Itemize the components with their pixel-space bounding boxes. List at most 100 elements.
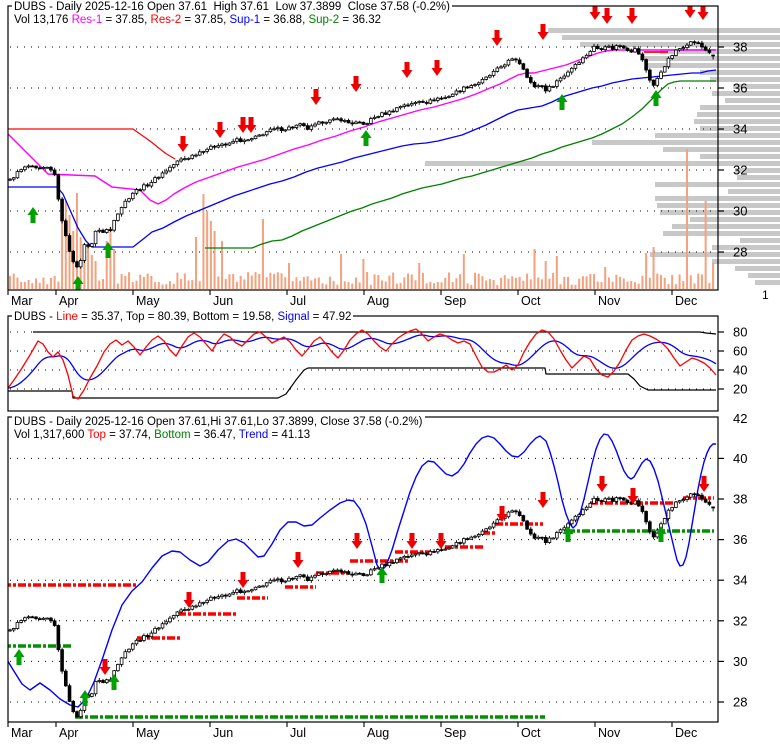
month-label: Nov: [598, 726, 621, 740]
candle-body: [238, 138, 243, 142]
volume-bar: [347, 282, 350, 289]
sell-signal-arrow-icon: [496, 506, 508, 522]
volume-bar: [563, 276, 566, 289]
candle-body: [302, 574, 306, 578]
candle-body: [443, 548, 448, 551]
buy-signal-arrow-icon: [376, 567, 388, 583]
candle-body: [34, 165, 38, 169]
volume-profile-bar: [755, 280, 780, 285]
candle-body: [703, 498, 708, 503]
candle-body: [246, 139, 250, 142]
candle-body: [116, 213, 120, 221]
volume-bar: [325, 284, 328, 289]
candle-body: [502, 64, 507, 68]
month-label: Apr: [59, 294, 78, 308]
volume-bar: [652, 247, 655, 289]
candle-body: [603, 46, 607, 51]
oscillator-panel-frame: [7, 315, 719, 412]
candle-body: [581, 509, 585, 515]
candle-body: [145, 184, 150, 187]
candle-body: [82, 244, 87, 261]
volume-bar: [373, 274, 376, 289]
candle-body: [473, 84, 477, 86]
candle-body: [264, 582, 269, 587]
candle-body: [402, 104, 407, 107]
month-label: Sep: [444, 294, 466, 308]
candle-body: [305, 125, 310, 130]
candle-body: [71, 700, 76, 713]
candle-body: [417, 100, 421, 103]
volume-bar: [261, 219, 264, 289]
month-label: Sep: [444, 726, 466, 740]
volume-bar: [120, 274, 123, 289]
candle-body: [64, 670, 68, 687]
candle-body: [93, 681, 98, 695]
volume-bar: [124, 275, 127, 289]
candle-body: [625, 499, 630, 504]
candle-body: [123, 651, 128, 659]
candle-body: [447, 547, 451, 550]
sell-signal-arrow-icon: [99, 659, 111, 675]
candle-body: [417, 552, 421, 555]
volume-bar: [470, 284, 473, 289]
candle-body: [666, 509, 671, 519]
oscillator-axis-label: 40: [733, 363, 747, 378]
candle-body: [517, 59, 522, 65]
candle-body: [298, 574, 302, 577]
candle-body: [480, 79, 485, 84]
candle-body: [547, 86, 552, 92]
volume-bar: [176, 272, 179, 289]
candle-body: [395, 558, 399, 564]
candle-body: [551, 85, 555, 88]
volume-bar: [660, 274, 662, 289]
sell-signal-arrow-icon: [177, 136, 189, 152]
bottom-panel-header-line1: DUBS - Daily 2025-12-16 Open 37.61,Hi 37…: [12, 416, 425, 428]
volume-bar: [633, 282, 636, 289]
candle-body: [231, 140, 236, 144]
candle-body: [543, 85, 548, 92]
volume-bar: [648, 277, 651, 289]
candle-body: [603, 498, 607, 503]
month-label: Dec: [675, 726, 697, 740]
candle-body: [205, 148, 209, 152]
volume-bar: [447, 272, 450, 289]
volume-bar: [548, 278, 551, 289]
candle-body: [618, 497, 622, 500]
volume-bar: [351, 283, 354, 289]
candle-body: [428, 550, 433, 556]
volume-profile-bar: [712, 91, 780, 96]
volume-bar: [142, 276, 145, 289]
volume-bar: [593, 274, 596, 289]
candle-body: [268, 128, 273, 133]
candle-body: [424, 553, 429, 556]
candle-body: [532, 533, 537, 539]
candle-body: [622, 45, 626, 49]
header-text-segment: = 37.74,: [105, 429, 155, 441]
candle-body: [406, 555, 410, 558]
volume-bar: [161, 284, 164, 289]
candle-body: [346, 119, 351, 124]
candle-body: [432, 550, 436, 553]
oscillator-signal-line: [8, 334, 717, 389]
volume-bar: [254, 272, 257, 289]
volume-bar: [116, 283, 119, 289]
candle-body: [376, 116, 381, 118]
volume-bar: [474, 272, 476, 289]
candle-body: [521, 515, 526, 522]
volume-bar: [113, 249, 116, 289]
sell-signal-arrow-icon: [183, 592, 195, 608]
volume-profile-bar: [712, 259, 780, 264]
candle-body: [700, 494, 704, 500]
candle-body: [19, 169, 23, 173]
candle-body: [688, 493, 693, 498]
candle-body: [313, 574, 317, 578]
candle-body: [249, 138, 254, 141]
candle-body: [331, 569, 336, 572]
candle-body: [696, 42, 700, 45]
candle-body: [707, 501, 712, 505]
sell-signal-arrow-icon: [431, 60, 443, 76]
candle-body: [662, 66, 667, 73]
volume-bar: [165, 284, 168, 289]
candle-body: [309, 576, 314, 581]
buy-signal-arrow-icon: [27, 207, 39, 223]
